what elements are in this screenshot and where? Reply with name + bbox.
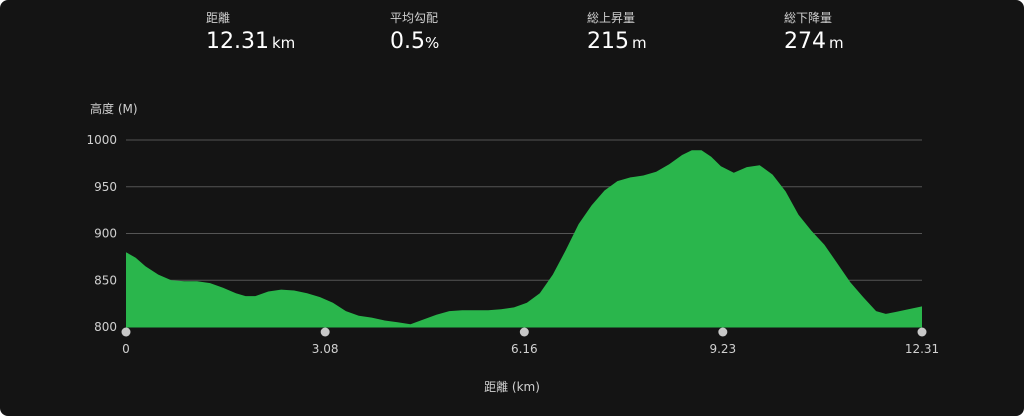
y-tick-label: 950 (94, 180, 117, 194)
y-tick-label: 850 (94, 273, 117, 287)
x-tick-label: 6.16 (511, 342, 538, 356)
x-tick-labels[interactable]: 0 3.08 6.16 9.23 12.31 (121, 327, 940, 357)
stat-elevation-gain: 総上昇量 215 m (587, 10, 647, 56)
y-tick-label: 800 (94, 320, 117, 334)
x-tick-label: 3.08 (312, 342, 339, 356)
stat-distance-unit: km (271, 34, 296, 52)
stat-average-grade-number: 0.5 (390, 29, 425, 54)
stat-elevation-loss-label: 総下降量 (784, 11, 833, 25)
stat-elevation-gain-number: 215 (587, 29, 629, 54)
stat-elevation-gain-label: 総上昇量 (587, 11, 636, 25)
stat-elevation-loss-unit: m (829, 34, 844, 52)
y-axis-title: 高度 (M) (90, 101, 138, 116)
y-tick-label: 1000 (86, 133, 117, 147)
stat-distance-label: 距離 (206, 11, 231, 25)
stat-average-grade-value: 0.5% (390, 28, 439, 56)
x-tick-marker[interactable] (320, 327, 330, 337)
summary-stats: 距離 12.31 km 平均勾配 0.5% 総上昇量 215 m 総下降量 274 m (0, 0, 1024, 70)
x-tick-label: 9.23 (709, 342, 736, 356)
x-tick-marker[interactable] (519, 327, 529, 337)
stat-average-grade: 平均勾配 0.5% (390, 10, 439, 56)
x-axis-title: 距離 (km) (484, 380, 540, 394)
x-tick-marker[interactable] (917, 327, 927, 337)
stat-distance-value: 12.31 km (206, 28, 295, 56)
x-tick-label: 0 (122, 342, 130, 356)
x-tick-marker[interactable] (121, 327, 131, 337)
elevation-area (126, 150, 922, 327)
stat-elevation-loss: 総下降量 274 m (784, 10, 844, 56)
stat-elevation-loss-number: 274 (784, 29, 826, 54)
stat-distance: 距離 12.31 km (206, 10, 295, 56)
y-tick-labels: 800 850 900 950 1000 (86, 133, 117, 334)
stat-elevation-gain-unit: m (632, 34, 647, 52)
x-tick-marker[interactable] (718, 327, 728, 337)
stat-elevation-gain-value: 215 m (587, 28, 647, 56)
x-tick-label: 12.31 (905, 342, 939, 356)
y-tick-label: 900 (94, 227, 117, 241)
stat-elevation-loss-value: 274 m (784, 28, 844, 56)
stat-average-grade-label: 平均勾配 (390, 11, 439, 25)
stat-distance-number: 12.31 (206, 29, 269, 54)
stat-average-grade-unit: % (425, 34, 440, 52)
